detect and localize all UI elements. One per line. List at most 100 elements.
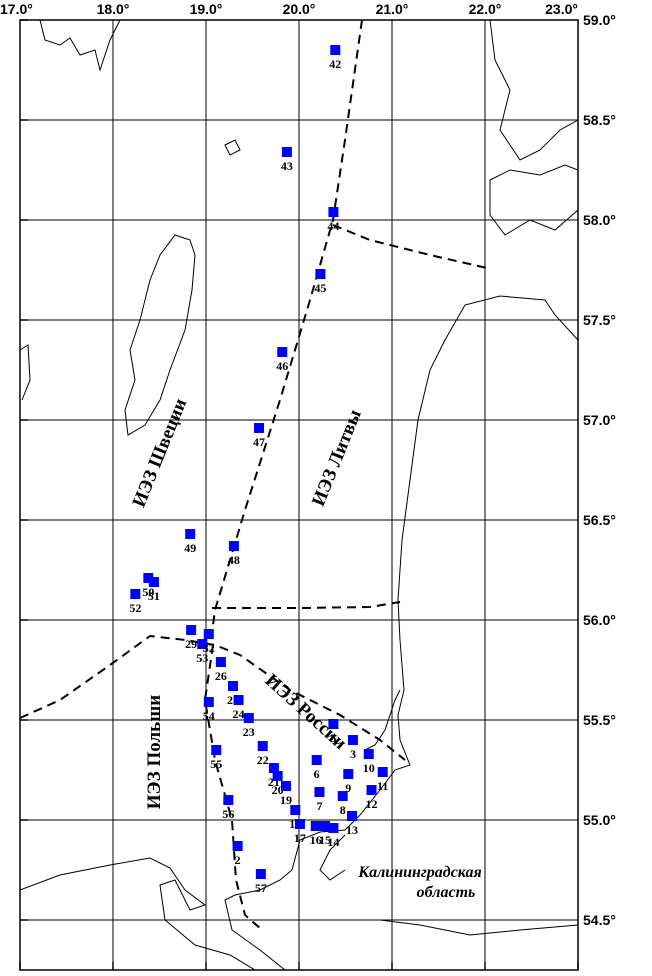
station (148, 577, 159, 587)
lon-tick-label: 23.0° (545, 1, 578, 17)
station (328, 719, 339, 729)
station (280, 781, 291, 791)
station (227, 681, 238, 691)
station-label: 32 (203, 641, 215, 655)
lat-tick-label: 54.5° (583, 912, 616, 928)
lat-tick-label: 55.0° (583, 812, 616, 828)
station-label: 17 (294, 831, 306, 845)
station-label: 24 (233, 707, 245, 721)
station (328, 207, 339, 217)
coastlines (19, 19, 579, 971)
station-label: 20 (272, 783, 284, 797)
station (203, 629, 214, 639)
station (315, 269, 326, 279)
lat-tick-label: 59.0° (583, 12, 616, 28)
lat-tick-label: 56.5° (583, 512, 616, 528)
station-label: 51 (148, 589, 160, 603)
lat-tick-label: 55.5° (583, 712, 616, 728)
coastline (19, 344, 31, 401)
station (272, 771, 283, 781)
station-label: 8 (340, 803, 346, 817)
region-label: ИЭЗ Польши (144, 695, 165, 809)
lon-tick-label: 20.0° (283, 1, 316, 17)
station-label: 6 (314, 767, 320, 781)
station-label: 3 (350, 747, 356, 761)
station-label: 43 (281, 159, 293, 173)
island (224, 139, 241, 156)
station (290, 805, 301, 815)
eez-border (212, 601, 401, 609)
station-label: 14 (327, 835, 339, 849)
station-label: 50 (142, 585, 154, 599)
lat-tick-label: 56.0° (583, 612, 616, 628)
place-label: область (417, 884, 476, 901)
station-label: 53 (196, 651, 208, 665)
island (124, 234, 196, 436)
coastline (224, 295, 579, 971)
station-label: 19 (280, 793, 292, 807)
station-label: 57 (255, 881, 267, 895)
station (186, 625, 197, 635)
place-label: Калининградская (357, 864, 482, 881)
lon-tick-label: 19.0° (190, 1, 223, 17)
station (243, 713, 254, 723)
coastline (379, 919, 579, 936)
station (314, 787, 325, 797)
station-label: 46 (276, 359, 288, 373)
eez-border (19, 634, 406, 761)
station (255, 869, 266, 879)
station (281, 147, 292, 157)
station (294, 819, 305, 829)
station (257, 741, 268, 751)
lon-tick-label: 22.0° (469, 1, 502, 17)
station-label: 13 (346, 823, 358, 837)
station (328, 823, 339, 833)
station (211, 745, 222, 755)
station (347, 811, 358, 821)
lat-tick-label: 58.5° (583, 112, 616, 128)
coastline (489, 19, 579, 161)
station (337, 791, 348, 801)
station-label: 16 (310, 833, 322, 847)
station-label: 9 (345, 781, 351, 795)
station (232, 841, 243, 851)
station (203, 697, 214, 707)
station (310, 821, 321, 831)
lat-tick-label: 58.0° (583, 212, 616, 228)
station-label: 7 (316, 799, 322, 813)
station (130, 589, 141, 599)
station-label: 48 (228, 553, 240, 567)
station (197, 639, 208, 649)
station (347, 735, 358, 745)
lat-tick-label: 57.5° (583, 312, 616, 328)
station-label: 55 (210, 757, 222, 771)
lon-tick-label: 17.0° (0, 1, 33, 17)
eez-border (203, 644, 263, 931)
coastline (39, 19, 121, 72)
station-label: 52 (129, 601, 141, 615)
station (185, 529, 196, 539)
station-label: 44 (327, 219, 339, 233)
station (366, 785, 377, 795)
station (277, 347, 288, 357)
station-label: 15 (319, 833, 331, 847)
station (330, 45, 341, 55)
coastline (319, 689, 401, 881)
station (254, 423, 265, 433)
station-label: 29 (185, 637, 197, 651)
station-label: 2 (235, 853, 241, 867)
station-label: 42 (329, 57, 341, 71)
coastline (19, 857, 256, 971)
station (320, 821, 331, 831)
station-label: 45 (314, 281, 326, 295)
station (343, 769, 354, 779)
station-label: 54 (203, 709, 215, 723)
station-label: 22 (257, 753, 269, 767)
station (377, 767, 388, 777)
eez-border (210, 19, 363, 641)
station-label: 10 (363, 761, 375, 775)
station-label: 56 (222, 807, 234, 821)
station-label: 26 (215, 669, 227, 683)
station (143, 573, 154, 583)
